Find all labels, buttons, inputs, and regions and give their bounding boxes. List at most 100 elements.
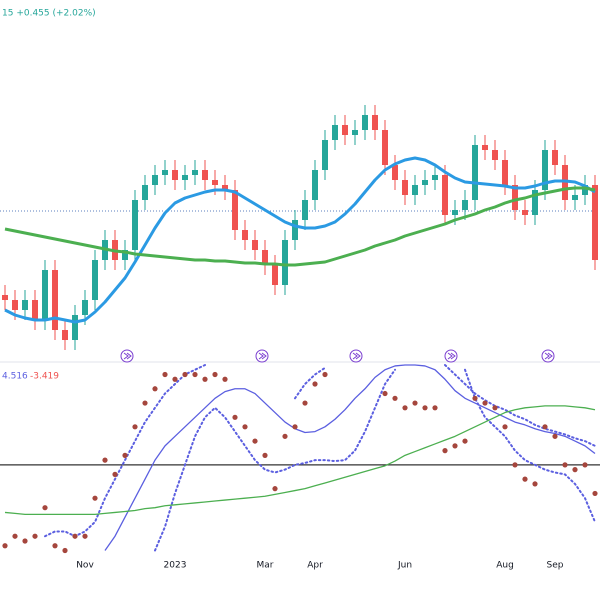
x-tick-label: Apr bbox=[307, 561, 323, 571]
indicator-dot bbox=[262, 452, 268, 458]
candle-body bbox=[92, 260, 98, 300]
candle-body bbox=[552, 150, 558, 165]
indicator-dot bbox=[122, 452, 128, 458]
indicator-dot bbox=[492, 405, 498, 411]
x-tick-label: 2023 bbox=[164, 561, 187, 571]
x-tick-label: Sep bbox=[547, 561, 564, 571]
indicator-dot bbox=[512, 462, 518, 468]
indicator-dot bbox=[562, 462, 568, 468]
candle-body bbox=[432, 175, 438, 180]
candle-body bbox=[322, 140, 328, 170]
indicator-line bbox=[44, 364, 596, 538]
candle-body bbox=[442, 175, 448, 215]
indicator-dot bbox=[282, 433, 288, 439]
candle-body bbox=[132, 200, 138, 250]
indicator-dot bbox=[202, 376, 208, 382]
candle-body bbox=[142, 185, 148, 200]
candle-body bbox=[222, 185, 228, 190]
indicator-dot bbox=[162, 371, 168, 378]
candle-body bbox=[292, 220, 298, 240]
indicator-dot bbox=[532, 481, 538, 487]
event-icon[interactable] bbox=[541, 349, 555, 363]
indicator-dot bbox=[472, 395, 478, 401]
indicator-dot bbox=[22, 538, 28, 544]
candle-body bbox=[152, 175, 158, 185]
indicator-dot bbox=[102, 457, 108, 463]
indicator-dot bbox=[2, 543, 8, 549]
indicator-dot bbox=[382, 390, 388, 397]
candle-body bbox=[272, 265, 278, 285]
candle-body bbox=[372, 115, 378, 130]
event-icon-arrow bbox=[258, 352, 267, 360]
indicator-dot bbox=[402, 405, 408, 411]
candle-body bbox=[592, 185, 598, 260]
indicator-line bbox=[4, 405, 596, 515]
indicator-dot bbox=[522, 476, 528, 482]
indicator-dot bbox=[322, 371, 328, 378]
indicator-dot bbox=[462, 438, 468, 444]
moving-average-line bbox=[4, 186, 596, 267]
candle-body bbox=[422, 180, 428, 185]
event-icon-arrow bbox=[447, 352, 456, 360]
indicator-dot bbox=[42, 505, 48, 511]
candle-body bbox=[582, 185, 588, 195]
event-icon-arrow bbox=[123, 352, 132, 360]
candle-body bbox=[382, 130, 388, 165]
candle-body bbox=[352, 130, 358, 135]
indicator-dot bbox=[502, 424, 508, 430]
candle-body bbox=[452, 210, 458, 215]
candle-body bbox=[412, 185, 418, 195]
indicator-dot bbox=[292, 424, 298, 430]
indicator-dot bbox=[412, 400, 418, 406]
indicator-dot bbox=[302, 400, 308, 406]
event-icon[interactable] bbox=[120, 349, 134, 363]
event-icon[interactable] bbox=[349, 349, 363, 363]
event-icons bbox=[120, 349, 555, 363]
event-icon[interactable] bbox=[255, 349, 269, 363]
moving-average-line bbox=[4, 156, 596, 324]
indicator-value: 4.516 bbox=[2, 372, 28, 382]
candle-body bbox=[542, 150, 548, 190]
candle-body bbox=[342, 125, 348, 135]
indicator-dot bbox=[12, 533, 18, 539]
candle-body bbox=[462, 200, 468, 210]
x-tick-label: Jun bbox=[397, 561, 412, 571]
candle-body bbox=[2, 295, 8, 300]
indicator-dot bbox=[112, 471, 118, 477]
indicator-dot bbox=[582, 462, 588, 468]
indicator-dot bbox=[572, 467, 578, 473]
indicator-dot bbox=[252, 438, 258, 444]
indicator-dot bbox=[152, 386, 158, 392]
indicator-dot bbox=[422, 405, 428, 411]
candle-body bbox=[32, 300, 38, 320]
candle-body bbox=[302, 200, 308, 220]
candle-body bbox=[262, 250, 268, 265]
indicator-dot bbox=[52, 543, 58, 549]
candle-body bbox=[182, 175, 188, 180]
candle-body bbox=[72, 315, 78, 340]
indicator-dot bbox=[32, 533, 38, 539]
indicator-dot bbox=[82, 533, 88, 539]
indicator-dot bbox=[242, 424, 248, 430]
candle-body bbox=[572, 195, 578, 200]
indicator-dot bbox=[142, 400, 148, 406]
candle-body bbox=[312, 170, 318, 200]
indicator-dot bbox=[182, 371, 188, 378]
indicator-dot bbox=[432, 405, 438, 411]
indicator-line bbox=[104, 364, 596, 551]
candle-body bbox=[162, 170, 168, 175]
indicator-dot bbox=[222, 376, 228, 382]
event-icon-arrow bbox=[544, 352, 553, 360]
indicator-dot bbox=[592, 490, 598, 497]
indicator-dot bbox=[542, 424, 548, 430]
indicator-dot bbox=[212, 371, 218, 378]
candle-body bbox=[282, 240, 288, 285]
candle-body bbox=[62, 330, 68, 340]
event-icon[interactable] bbox=[444, 349, 458, 363]
indicator-dot bbox=[272, 486, 278, 492]
candle-body bbox=[252, 240, 258, 250]
candle-body bbox=[192, 170, 198, 175]
indicator-dot bbox=[72, 533, 78, 539]
indicator-value: -3.419 bbox=[30, 372, 59, 382]
